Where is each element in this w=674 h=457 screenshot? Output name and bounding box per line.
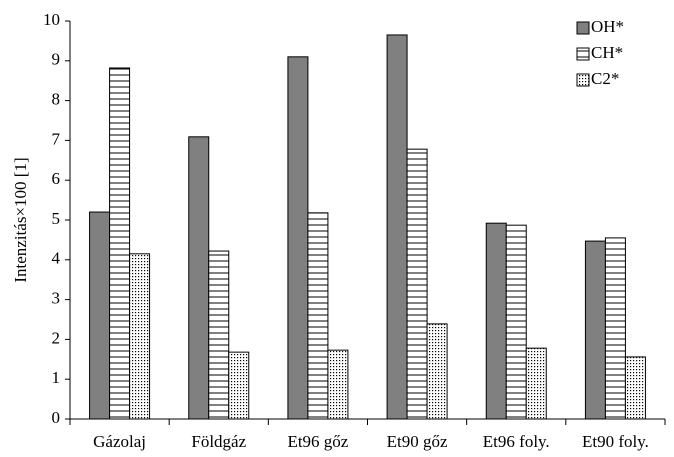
x-tick-label: Et90 foly. bbox=[582, 432, 649, 451]
bar bbox=[426, 323, 448, 420]
bar bbox=[228, 351, 250, 420]
x-tick-label: Földgáz bbox=[191, 432, 246, 451]
legend-swatch bbox=[576, 47, 590, 61]
legend-swatch bbox=[576, 21, 590, 35]
bar bbox=[129, 253, 151, 420]
y-tick-label: 1 bbox=[52, 368, 61, 387]
bar bbox=[188, 136, 210, 420]
y-tick-label: 6 bbox=[52, 169, 61, 188]
x-tick-label: Et90 gőz bbox=[387, 432, 448, 451]
bar bbox=[109, 67, 131, 420]
bar bbox=[386, 34, 408, 420]
bar bbox=[505, 224, 527, 420]
y-tick-label: 3 bbox=[52, 289, 61, 308]
bar bbox=[287, 56, 309, 420]
x-tick-label: Gázolaj bbox=[93, 432, 146, 451]
legend-label: CH* bbox=[591, 43, 623, 62]
y-tick-label: 8 bbox=[52, 90, 61, 109]
bar bbox=[89, 211, 111, 420]
bar bbox=[624, 356, 646, 420]
bar bbox=[327, 349, 349, 420]
y-tick-label: 10 bbox=[43, 10, 60, 29]
bar bbox=[485, 222, 507, 420]
y-tick-label: 5 bbox=[52, 209, 61, 228]
legend-label: C2* bbox=[591, 69, 619, 88]
bar bbox=[584, 240, 606, 420]
y-axis-label: Intenzitás×100 [1] bbox=[11, 157, 30, 282]
bar bbox=[525, 347, 547, 420]
x-tick-label: Et96 gőz bbox=[287, 432, 348, 451]
legend-label: OH* bbox=[591, 17, 624, 36]
legend-swatch bbox=[576, 73, 590, 87]
y-tick-label: 9 bbox=[52, 50, 61, 69]
bar bbox=[604, 237, 626, 420]
y-tick-label: 0 bbox=[52, 408, 61, 427]
bar bbox=[307, 212, 329, 420]
bar bbox=[406, 148, 428, 420]
y-tick-label: 2 bbox=[52, 328, 61, 347]
x-tick-label: Et96 foly. bbox=[483, 432, 550, 451]
y-tick-label: 4 bbox=[52, 249, 61, 268]
bar bbox=[208, 250, 230, 420]
y-tick-label: 7 bbox=[52, 129, 61, 148]
